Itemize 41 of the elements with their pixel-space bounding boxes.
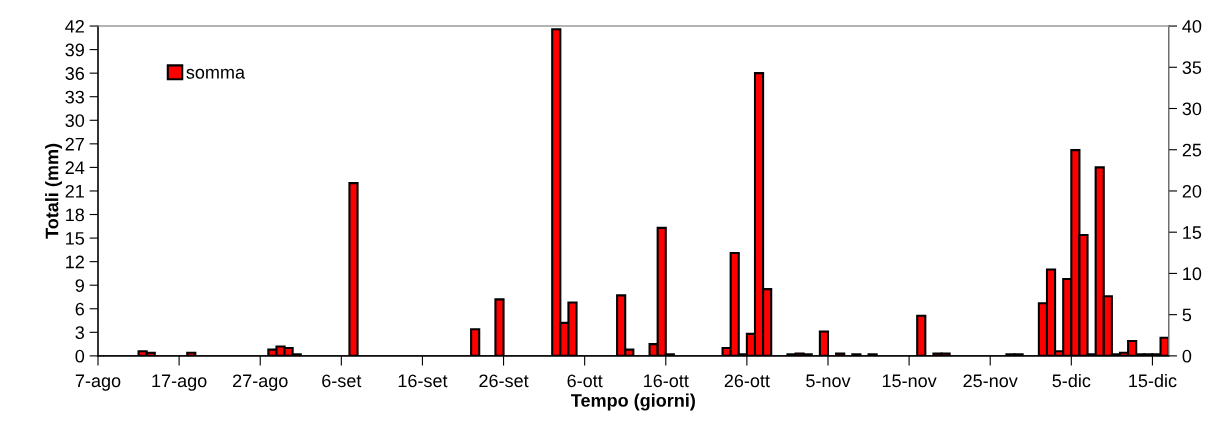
y-tick-label: 12 (66, 255, 84, 269)
y2-tick-label: 35 (1182, 61, 1202, 74)
y2-tick-label: 40 (1182, 19, 1202, 33)
y-tick-label: 24 (65, 161, 85, 174)
x-tick-label: 7-ago (75, 374, 121, 391)
y-tick-label: 36 (65, 67, 85, 80)
y-tick-label: 21 (65, 184, 84, 198)
x-tick-label: 5-dic (1052, 373, 1091, 388)
y-axis-title: Totali (mm) (45, 143, 62, 239)
y2-tick-label: 15 (1183, 226, 1202, 239)
y-tick-label: 39 (65, 43, 84, 57)
y-tick-label: 27 (65, 137, 84, 151)
y2-tick-label: 20 (1182, 184, 1202, 198)
x-tick-label: 26-set (479, 374, 529, 388)
x-tick-label: 6-set (322, 374, 362, 388)
x-tick-label: 25-nov (963, 374, 1018, 388)
legend-label: somma (186, 68, 246, 79)
x-tick-label: 6-ott (567, 374, 603, 388)
y-tick-label: 15 (66, 232, 85, 245)
y2-tick-label: 0 (1182, 349, 1192, 363)
y-tick-label: 42 (65, 19, 84, 33)
x-tick-label: 5-nov (806, 374, 851, 388)
x-tick-label: 17-ago (152, 374, 207, 391)
x-tick-label: 15-nov (882, 374, 937, 388)
x-tick-label: 27-ago (233, 374, 288, 391)
x-tick-label: 15-dic (1129, 373, 1177, 388)
y-tick-label: 18 (66, 208, 85, 222)
y-tick-label: 6 (75, 302, 85, 316)
y2-tick-label: 10 (1183, 267, 1202, 281)
y-tick-label: 3 (75, 326, 85, 340)
y2-tick-label: 30 (1182, 102, 1202, 116)
y-tick-label: 0 (75, 349, 85, 363)
y2-tick-label: 25 (1182, 143, 1202, 157)
y-tick-label: 33 (65, 90, 85, 104)
y2-tick-label: 5 (1182, 308, 1192, 322)
x-tick-label: 16-set (398, 374, 448, 388)
x-tick-label: 26-ott (724, 374, 770, 388)
y-tick-label: 9 (75, 279, 84, 292)
x-tick-label: 16-ott (644, 374, 689, 388)
x-axis-title: Tempo (giorni) (571, 393, 695, 411)
y-tick-label: 30 (65, 114, 85, 127)
